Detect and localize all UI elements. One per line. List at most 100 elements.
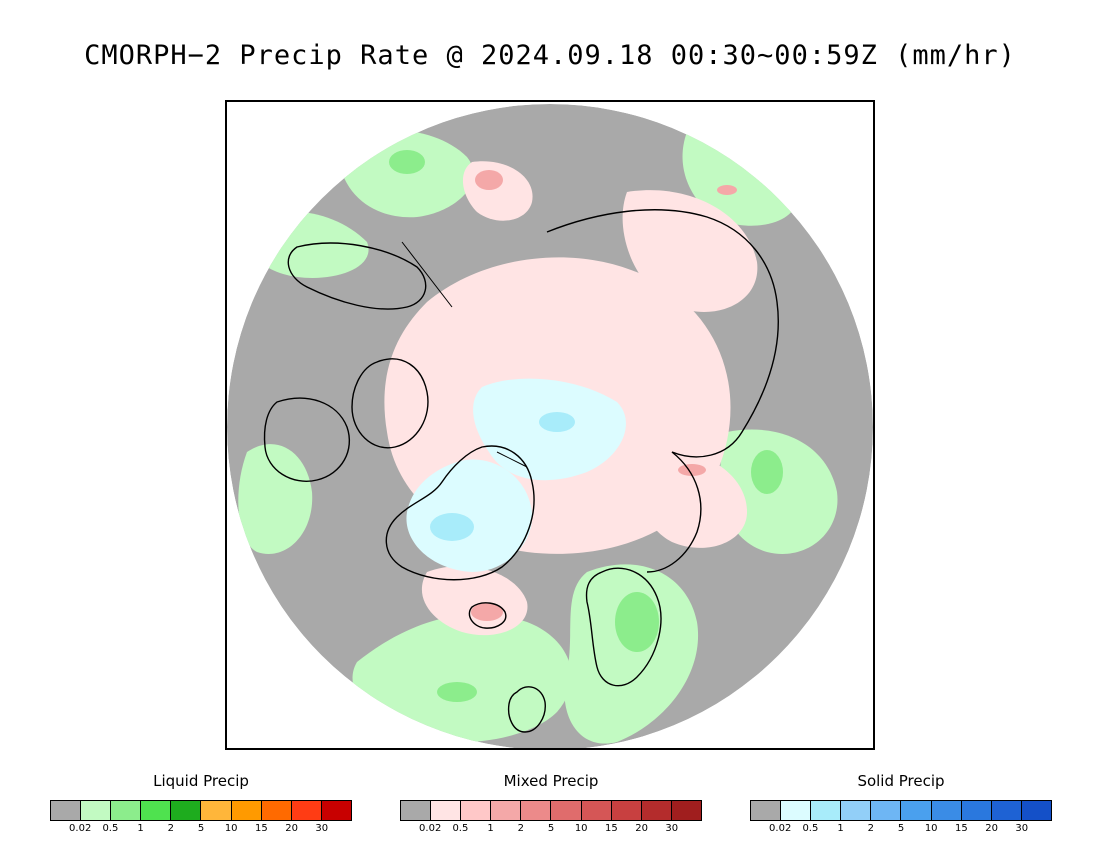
- legend-tick-mixed-6: 15: [605, 823, 618, 834]
- mixed-precip-moderate: [471, 170, 737, 621]
- legend-tick-mixed-7: 20: [635, 823, 648, 834]
- scandinavia-liquid-precip: [564, 564, 699, 744]
- iceland-coastline: [468, 602, 507, 629]
- legend-swatch-solid-8: [991, 801, 1022, 820]
- siberia-liquid-core: [751, 450, 783, 494]
- siberia-coastline: [546, 209, 779, 458]
- iceland-mixed-precip: [471, 603, 503, 621]
- legend-swatch-liquid-8: [291, 801, 322, 820]
- legend-swatch-solid-5: [901, 801, 932, 820]
- legend-tick-mixed-1: 0.5: [452, 823, 469, 834]
- legend-tick-mixed-2: 1: [487, 823, 494, 834]
- legend-tick-solid-5: 10: [924, 823, 938, 834]
- legend-mixed-precip: Mixed Precip 0.02 0.5 1 2 5 10 15 20 30: [400, 772, 702, 837]
- solid-precip-light: [430, 412, 575, 541]
- legend-tick-solid-8: 30: [1015, 823, 1029, 834]
- bering-mixed-core: [475, 170, 503, 190]
- legend-tick-liquid-2: 1: [137, 823, 144, 834]
- legend-swatch-liquid-0: [51, 801, 82, 820]
- greenland-sea-mixed-precip: [421, 566, 528, 636]
- legend-tick-mixed-8: 30: [665, 823, 679, 834]
- legend-swatch-solid-1: [781, 801, 812, 820]
- legend-swatch-mixed-1: [431, 801, 462, 820]
- legend-title: Mixed Precip: [503, 772, 599, 790]
- legend-swatch-liquid-5: [201, 801, 232, 820]
- legend-swatch-liquid-4: [171, 801, 202, 820]
- atlantic-liquid-core: [437, 682, 477, 702]
- russia-liquid-precip: [719, 429, 838, 554]
- legend-swatch-mixed-5: [551, 801, 582, 820]
- map-frame: [225, 100, 875, 750]
- legend-tick-solid-4: 5: [897, 823, 905, 834]
- legend-swatch-liquid-7: [261, 801, 292, 820]
- legend-tick-liquid-6: 15: [255, 823, 268, 834]
- legend-swatch-mixed-3: [491, 801, 522, 820]
- legend-swatch-liquid-2: [111, 801, 142, 820]
- legend-swatch-mixed-7: [611, 801, 642, 820]
- legend-swatch-mixed-2: [461, 801, 492, 820]
- legend-tick-liquid-8: 30: [315, 823, 329, 834]
- north-atlantic-liquid-precip: [352, 614, 572, 743]
- legend-tick-liquid-7: 20: [285, 823, 298, 834]
- legend-swatch-liquid-3: [141, 801, 172, 820]
- legend-tick-liquid-0: 0.02: [69, 823, 92, 834]
- legend-color-bar: [750, 800, 1052, 821]
- alaska-coastline: [287, 242, 427, 310]
- legend-tick-mixed-5: 10: [574, 823, 588, 834]
- legend-tick-solid-0: 0.02: [769, 823, 792, 834]
- legend-swatch-mixed-6: [581, 801, 612, 820]
- greenland-coastline: [385, 445, 535, 581]
- legend-color-bar: [50, 800, 352, 821]
- legend-swatch-solid-3: [841, 801, 872, 820]
- legend-tick-labels: 0.02 0.5 1 2 5 10 15 20 30: [750, 823, 1052, 837]
- coastlines: [263, 209, 779, 733]
- legend-swatch-liquid-1: [81, 801, 112, 820]
- russia-north-coastline: [646, 451, 702, 573]
- legend-tick-solid-3: 2: [867, 823, 874, 834]
- legend-liquid-precip: Liquid Precip 0.02 0.5 1 2 5 10 15 20 30: [50, 772, 352, 837]
- legend-color-bar: [400, 800, 702, 821]
- legend-swatch-liquid-9: [321, 801, 351, 820]
- legend-tick-liquid-4: 5: [197, 823, 205, 834]
- legend-tick-solid-7: 20: [985, 823, 998, 834]
- liquid-precip-strong: [389, 150, 783, 702]
- legend-tick-solid-6: 15: [955, 823, 968, 834]
- legend-tick-mixed-0: 0.02: [419, 823, 442, 834]
- canadian-archipelago-coastline: [351, 358, 429, 449]
- kara-mixed-core: [678, 464, 706, 476]
- legend-tick-labels: 0.02 0.5 1 2 5 10 15 20 30: [400, 823, 702, 837]
- legend-tick-solid-1: 0.5: [802, 823, 819, 834]
- meridian-line-east: [496, 451, 528, 468]
- legend-title: Liquid Precip: [153, 772, 249, 790]
- legend-swatch-mixed-4: [521, 801, 552, 820]
- legend-swatch-solid-6: [931, 801, 962, 820]
- barents-mixed-precip: [637, 450, 747, 548]
- legend-tick-liquid-1: 0.5: [102, 823, 119, 834]
- canada-liquid-precip: [238, 444, 313, 554]
- legend-swatch-solid-2: [811, 801, 842, 820]
- legend-tick-mixed-3: 2: [517, 823, 524, 834]
- chukotka-mixed-core: [717, 185, 737, 195]
- arctic-solid-core: [539, 412, 575, 432]
- legend-tick-labels: 0.02 0.5 1 2 5 10 15 20 30: [50, 823, 352, 837]
- uk-coastline: [507, 686, 546, 733]
- scandinavia-coastline: [585, 567, 662, 687]
- hudson-bay-coastline: [263, 397, 351, 482]
- legend-swatch-solid-7: [961, 801, 992, 820]
- legend-solid-precip: Solid Precip 0.02 0.5 1 2 5 10 15 20 30: [750, 772, 1052, 837]
- legend-swatch-mixed-8: [641, 801, 672, 820]
- legend-tick-liquid-3: 2: [167, 823, 174, 834]
- map-title: CMORPH−2 Precip Rate @ 2024.09.18 00:30~…: [84, 40, 1016, 71]
- bering-liquid-core: [389, 150, 425, 174]
- legend-swatch-mixed-0: [401, 801, 432, 820]
- legend-swatch-solid-4: [871, 801, 902, 820]
- legend-swatch-mixed-9: [671, 801, 701, 820]
- meridian-lines: [401, 241, 528, 468]
- polar-precip-map: [227, 104, 873, 748]
- legend-swatch-liquid-6: [231, 801, 262, 820]
- scandinavia-liquid-core: [615, 592, 659, 652]
- legend-swatch-solid-9: [1021, 801, 1051, 820]
- legend-tick-solid-2: 1: [837, 823, 844, 834]
- legend-title: Solid Precip: [857, 772, 945, 790]
- legend-swatch-solid-0: [751, 801, 782, 820]
